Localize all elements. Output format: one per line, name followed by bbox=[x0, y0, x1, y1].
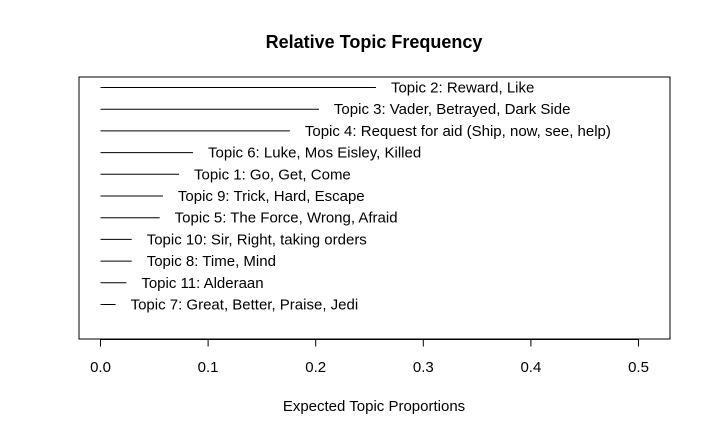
topic-label: Topic 6: Luke, Mos Eisley, Killed bbox=[208, 145, 421, 162]
x-tick-label: 0.4 bbox=[520, 359, 541, 376]
topic-label: Topic 5: The Force, Wrong, Afraid bbox=[175, 210, 398, 227]
chart-title: Relative Topic Frequency bbox=[266, 32, 483, 52]
topic-label: Topic 4: Request for aid (Ship, now, see… bbox=[305, 123, 611, 140]
x-tick-label: 0.0 bbox=[90, 359, 111, 376]
x-tick-label: 0.1 bbox=[198, 359, 219, 376]
topic-label: Topic 8: Time, Mind bbox=[147, 253, 276, 270]
topic-label: Topic 10: Sir, Right, taking orders bbox=[147, 231, 367, 248]
chart-marks: Topic 2: Reward, Like Topic 3: Vader, Bet… bbox=[100, 80, 611, 314]
x-tick-label: 0.2 bbox=[305, 359, 326, 376]
topic-label: Topic 2: Reward, Like bbox=[391, 80, 534, 97]
topic-label: Topic 7: Great, Better, Praise, Jedi bbox=[131, 297, 359, 314]
x-tick-label: 0.3 bbox=[413, 359, 434, 376]
x-axis-label: Expected Topic Proportions bbox=[283, 398, 465, 415]
topic-label: Topic 1: Go, Get, Come bbox=[194, 166, 351, 183]
topic-label: Topic 3: Vader, Betrayed, Dark Side bbox=[334, 101, 571, 118]
x-axis: 0.0 0.1 0.2 0.3 0.4 0.5 bbox=[90, 339, 649, 376]
x-tick-label: 0.5 bbox=[628, 359, 649, 376]
topic-label: Topic 9: Trick, Hard, Escape bbox=[178, 188, 365, 205]
topic-label: Topic 11: Alderaan bbox=[141, 275, 263, 292]
